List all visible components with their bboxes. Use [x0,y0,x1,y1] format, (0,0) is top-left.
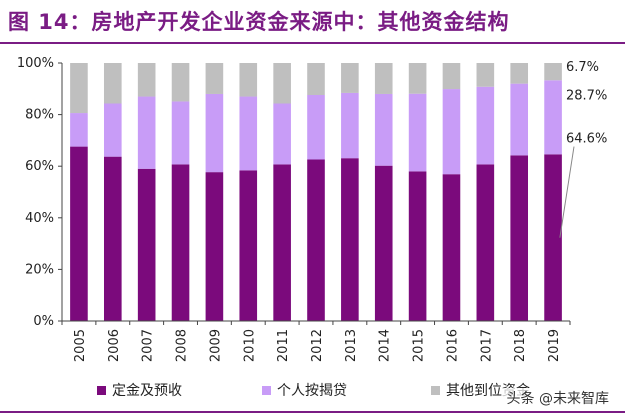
x-axis: 2005 2006 2007 2008 2009 2010 2011 2012 2013 2014… [61,320,571,362]
bar-2008-series-1 [171,101,190,165]
bar-2014-series-0 [374,165,393,321]
bar-2019-series-1 [544,80,562,155]
bar-2010-series-0 [239,170,258,321]
bar-2012-series-2 [307,63,325,95]
bar-2019-series-0 [544,154,562,321]
bar-2014-series-2 [374,63,393,94]
bar-2010-series-2 [239,63,258,97]
x-tick-label: 2005 [73,329,88,362]
bar-2009-series-1 [205,93,224,173]
x-tick-label: 2018 [513,329,528,362]
bar-2013-series-1 [341,92,359,159]
x-tick-label: 2013 [344,329,359,362]
bar-2011-series-2 [273,63,291,104]
y-tick-label: 20% [25,262,54,277]
bar-2009-series-2 [205,63,224,94]
bar-2014-series-1 [374,93,393,166]
x-tick-label: 2007 [141,329,156,362]
bar-2005-series-2 [70,63,88,114]
bar-2018-series-0 [510,155,529,321]
bar-2006-series-0 [103,156,122,321]
chart-title: 图 14：房地产开发企业资金来源中：其他资金结构 [8,10,510,34]
legend-label-1: 个人按揭贷 [277,383,347,399]
bar-2009-series-0 [205,172,224,321]
bar-2018-series-1 [510,83,529,156]
watermark: 头条 @未来智库 [502,388,613,408]
annotation-label: 6.7% [566,60,599,75]
bar-2006-series-2 [103,63,122,104]
bar-2015-series-2 [408,63,427,94]
x-tick-label: 2010 [242,329,257,362]
annotations-group: 6.7% 28.7% 64.6% [559,60,607,238]
y-tick-label: 0% [33,314,54,329]
bars-group [70,63,562,321]
bar-2018-series-2 [510,63,529,84]
bottom-rule [0,411,625,413]
bar-2006-series-1 [103,103,122,157]
bar-2017-series-0 [476,164,495,321]
x-tick-label: 2008 [175,329,190,362]
bar-2017-series-1 [476,86,495,165]
legend-swatch-1 [262,386,271,395]
x-tick-label: 2006 [107,329,122,362]
annotation-label: 64.6% [566,132,607,147]
x-tick-label: 2019 [547,329,562,362]
y-tick-label: 100% [17,56,54,71]
title-underline [0,42,625,44]
legend-swatch-0 [97,386,106,395]
x-tick-label: 2009 [208,329,223,362]
x-tick-label: 2016 [445,329,460,362]
bar-2012-series-0 [307,159,325,321]
y-tick-label: 80% [25,108,54,123]
bar-2019-series-2 [544,63,562,81]
legend-swatch-2 [431,386,440,395]
x-tick-label: 2012 [310,329,325,362]
y-tick-label: 40% [25,211,54,226]
y-tick-label: 60% [25,159,54,174]
bar-2013-series-0 [341,158,359,321]
bar-2015-series-0 [408,171,427,321]
annotation-label: 28.7% [566,89,607,104]
bar-2008-series-0 [171,164,190,321]
bar-2017-series-2 [476,63,495,87]
bar-2005-series-1 [70,113,88,147]
bar-2007-series-1 [137,96,156,169]
legend-label-0: 定金及预收 [112,383,182,399]
legend: 定金及预收 个人按揭贷 其他到位资金 [97,383,530,399]
bar-2011-series-0 [273,164,291,321]
y-axis: 0% 20% 40% 60% 80% 100% [17,56,63,329]
bar-2016-series-1 [442,89,461,175]
bar-2015-series-1 [408,93,427,172]
bar-2010-series-1 [239,96,258,171]
bar-2007-series-2 [137,63,156,97]
bar-2008-series-2 [171,63,190,102]
x-tick-label: 2017 [479,329,494,362]
x-tick-label: 2011 [276,329,291,362]
x-tick-label: 2015 [412,329,427,362]
annotation-leader-line [559,146,575,238]
bar-2012-series-1 [307,94,325,160]
bar-2016-series-0 [442,174,461,321]
bar-2005-series-0 [70,146,88,321]
bar-2013-series-2 [341,63,359,93]
bar-2011-series-1 [273,103,291,165]
bar-2007-series-0 [137,168,156,321]
bar-2016-series-2 [442,63,461,90]
x-tick-label: 2014 [378,329,393,362]
